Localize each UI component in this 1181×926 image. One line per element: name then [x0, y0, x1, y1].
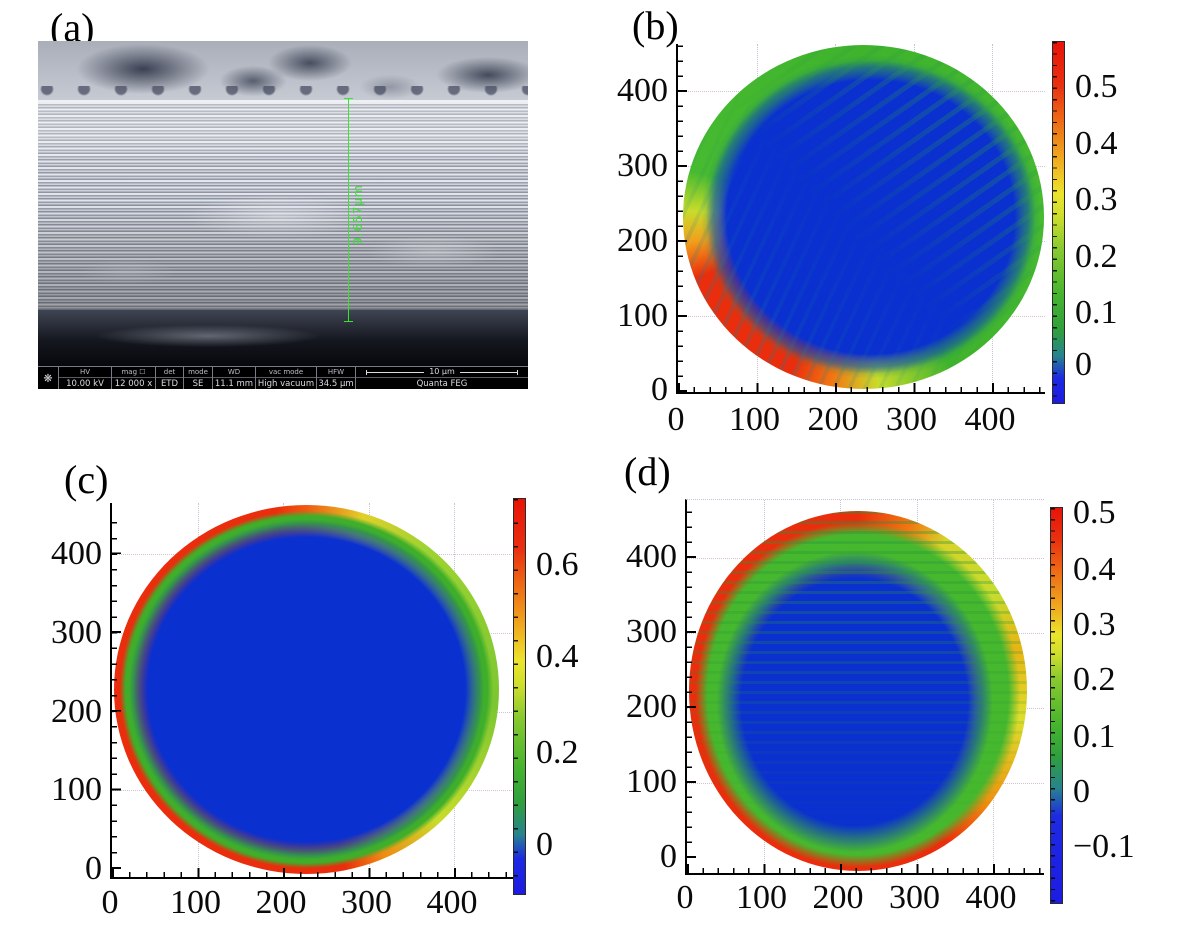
panel-c-plot	[110, 503, 514, 879]
d-cbar-tick: 0.5	[1073, 494, 1116, 531]
wafer-map-c	[114, 505, 499, 874]
d-cbar-tick: −0.1	[1073, 828, 1135, 865]
sem-scalebar: 10 µm	[356, 367, 528, 377]
panel-b-label: (b)	[632, 3, 679, 48]
c-cbar-tick: 0.6	[536, 546, 579, 583]
d-cbar-tick: 0.1	[1073, 718, 1116, 755]
d-y-tick: 0	[660, 838, 677, 875]
b-x-tick: 400	[964, 401, 1016, 438]
b-cbar-tick: 0.1	[1075, 294, 1118, 331]
sem-infobar: ❋ HV 10.00 kV mag ☐ 12 000 x det ETD mod…	[38, 366, 528, 389]
c-y-tick: 0	[85, 850, 102, 887]
d-x-tick: 300	[889, 879, 940, 916]
b-x-tick: 300	[886, 401, 937, 438]
b-y-tick: 400	[617, 72, 668, 109]
wafer-b-streaks-bottomleft	[683, 45, 1044, 389]
b-x-tick: 200	[807, 401, 859, 438]
c-y-tick: 100	[51, 771, 102, 808]
colorbar-b-ticks	[1053, 42, 1057, 403]
c-y-tick: 400	[51, 535, 102, 572]
b-y-tick: 300	[617, 147, 668, 184]
b-y-tick: 200	[617, 222, 668, 259]
b-cbar-tick: 0.4	[1075, 125, 1118, 162]
d-cbar-tick: 0.4	[1073, 551, 1116, 588]
panel-d-label: (d)	[624, 449, 671, 494]
c-x-tick: 100	[170, 884, 221, 921]
sem-field-hfw: HFW 34.5 µm	[317, 367, 356, 389]
sem-field-mag: mag ☐ 12 000 x	[112, 367, 156, 389]
sem-field-vacmode: vac mode High vacuum	[256, 367, 317, 389]
colorbar-d	[1050, 507, 1063, 904]
panel-d-plot	[685, 499, 1044, 875]
d-cbar-tick: 0.2	[1073, 661, 1116, 698]
c-y-tick: 200	[51, 693, 102, 730]
sem-surface-bumps	[38, 86, 528, 100]
d-y-tick: 300	[626, 613, 677, 650]
b-cbar-tick: 0.5	[1075, 68, 1118, 105]
b-cbar-tick: 0.3	[1075, 181, 1118, 218]
b-y-tick: 0	[651, 371, 668, 408]
c-y-tick: 300	[51, 614, 102, 651]
colorbar-d-ticks	[1051, 508, 1055, 903]
b-cbar-tick: 0	[1075, 346, 1092, 383]
wafer-map-d	[689, 511, 1027, 871]
wafer-d-ripple-stripes	[689, 511, 1027, 871]
d-y-tick: 400	[626, 538, 677, 575]
b-y-tick: 100	[617, 297, 668, 334]
b-x-tick: 100	[729, 401, 780, 438]
d-cbar-tick: 0.3	[1073, 606, 1116, 643]
c-cbar-tick: 0.2	[536, 734, 579, 771]
d-x-tick: 100	[736, 879, 787, 916]
c-x-tick: 200	[255, 884, 307, 921]
sem-instrument-name: Quanta FEG	[356, 377, 528, 389]
c-cbar-tick: 0	[536, 826, 553, 863]
sem-measurement-label: 9.657µm	[351, 184, 365, 245]
sem-substrate-region	[38, 310, 528, 366]
colorbar-c	[513, 498, 526, 895]
b-cbar-tick: 0.2	[1075, 238, 1118, 275]
colorbar-b	[1052, 41, 1065, 404]
scalebar-line-left	[366, 369, 425, 375]
sem-logo-icon: ❋	[38, 367, 59, 389]
sem-field-mode: mode SE	[184, 367, 213, 389]
d-x-tick: 0	[676, 879, 694, 916]
sem-measurement-line	[344, 98, 353, 322]
c-x-tick: 0	[101, 884, 119, 921]
sem-scalebar-cell: 10 µm Quanta FEG	[356, 367, 528, 389]
c-x-tick: 400	[426, 884, 478, 921]
d-x-tick: 400	[965, 879, 1017, 916]
d-x-tick: 200	[812, 879, 864, 916]
d-y-tick: 100	[626, 763, 677, 800]
c-x-tick: 300	[341, 884, 392, 921]
panel-c-label: (c)	[64, 457, 109, 502]
sem-multilayer-stack	[38, 100, 528, 312]
b-x-tick: 0	[667, 401, 685, 438]
wafer-map-b	[683, 45, 1044, 389]
colorbar-c-ticks	[514, 499, 518, 894]
wafer-b-streaks-topright	[683, 45, 1044, 389]
sem-field-det: det ETD	[156, 367, 184, 389]
sem-field-wd: WD 11.1 mm	[213, 367, 256, 389]
scalebar-line-right	[459, 369, 519, 375]
d-cbar-tick: 0	[1073, 773, 1090, 810]
panel-b-plot	[676, 44, 1045, 394]
c-cbar-tick: 0.4	[536, 638, 579, 675]
d-y-tick: 200	[626, 688, 677, 725]
sem-field-hv: HV 10.00 kV	[59, 367, 112, 389]
sem-micrograph: 9.657µm ❋ HV 10.00 kV mag ☐ 12 000 x det…	[38, 41, 528, 389]
scalebar-label: 10 µm	[429, 367, 455, 376]
